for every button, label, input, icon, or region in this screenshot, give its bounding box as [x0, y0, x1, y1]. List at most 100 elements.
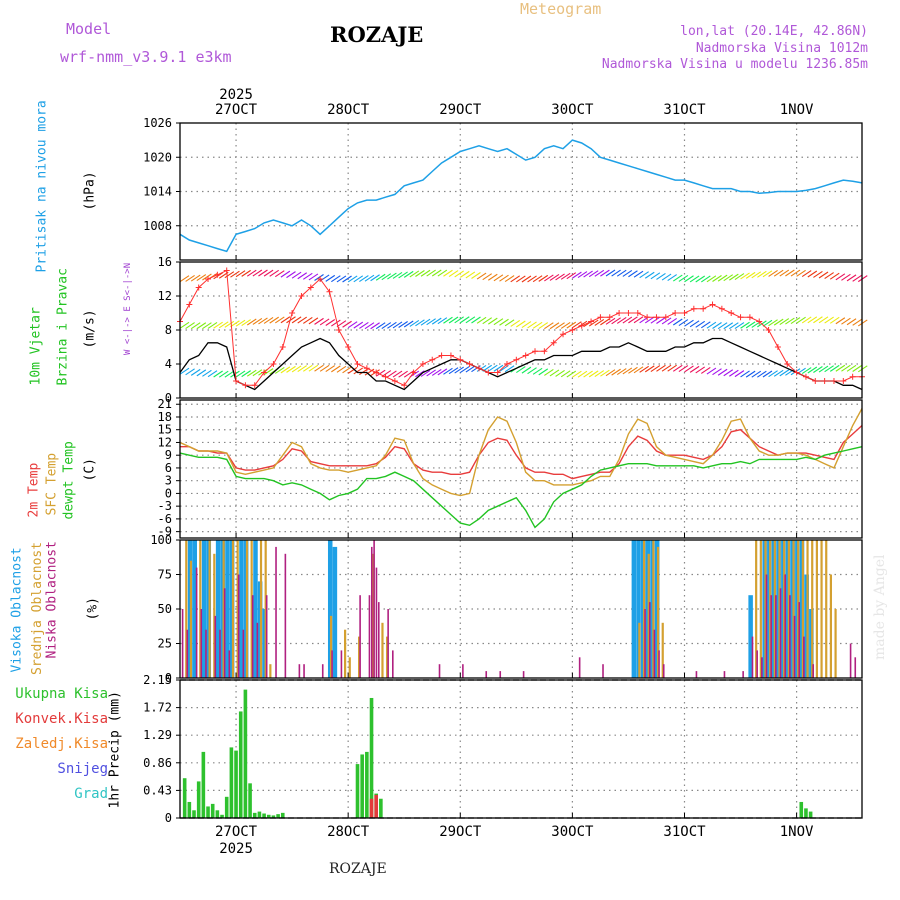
dewpt-line: [179, 446, 863, 529]
wind-barb: [218, 370, 229, 378]
wind-barb: [364, 368, 375, 376]
wind-barb: [745, 271, 756, 279]
wind-barb: [723, 369, 734, 377]
gust-marker: [802, 373, 809, 380]
mid-cloud-bar: [264, 540, 267, 678]
mid-cloud-bar: [348, 657, 351, 678]
wind-barb: [712, 368, 722, 376]
gust-marker: [793, 369, 800, 376]
low-cloud-bar: [377, 602, 380, 678]
wind-barb: [824, 365, 834, 373]
mid-cloud-bar: [825, 540, 828, 678]
ytick-label-3-1: 25: [158, 637, 172, 651]
wind-barb: [286, 365, 296, 373]
wind-barb: [740, 370, 750, 378]
wind-barb: [594, 319, 605, 326]
wind-barb: [314, 317, 324, 325]
gust-marker: [644, 314, 651, 321]
meteogram-label: Meteogram: [520, 0, 602, 18]
wind-barb: [779, 369, 790, 377]
wind-barb: [263, 269, 274, 277]
low-cloud-bar: [205, 629, 207, 678]
wind-barb: [650, 316, 661, 324]
wind-barb: [207, 322, 218, 329]
wind-barb: [241, 319, 251, 327]
wind-barb: [286, 271, 296, 279]
wind-barb: [841, 317, 851, 325]
gust-marker: [737, 314, 744, 321]
wind-barb: [723, 274, 734, 282]
wind-barb: [504, 275, 515, 283]
precip-total-bar: [224, 796, 229, 818]
precip-legend-hail: Grad: [74, 786, 108, 802]
wind-barb: [527, 275, 537, 283]
mid-cloud-bar: [231, 540, 235, 678]
gust-marker: [840, 378, 847, 384]
wind-barb: [252, 317, 263, 325]
precip-total-bar: [804, 808, 808, 818]
wind-barb: [230, 270, 240, 278]
low-cloud-bar: [812, 664, 815, 678]
wind-barb: [398, 321, 408, 328]
wind-barb: [353, 367, 364, 375]
wind-barb: [835, 273, 846, 281]
wind-barb: [521, 275, 532, 283]
wind-barb: [729, 273, 739, 281]
wind-barb: [303, 272, 313, 280]
mid-cloud-bar: [797, 540, 800, 678]
gust-marker: [335, 327, 342, 333]
gust-marker: [765, 327, 772, 333]
precip-total-bar: [262, 813, 266, 818]
wind-barb: [274, 366, 285, 374]
mid-cloud-bar: [250, 540, 253, 678]
wind-barb: [297, 365, 308, 373]
high-cloud-bar: [748, 595, 753, 678]
wind-barb: [280, 366, 291, 374]
gust-marker: [289, 310, 296, 316]
gust-marker: [700, 305, 707, 312]
wind-barb: [196, 369, 207, 377]
mid-cloud-bar: [269, 664, 272, 678]
wind-barb: [857, 365, 868, 373]
wind-barb: [420, 369, 431, 377]
wind-barb: [431, 269, 442, 277]
gust-marker: [541, 348, 548, 355]
gust-marker: [597, 314, 604, 321]
wind-barb: [813, 366, 823, 373]
wind-barb: [437, 317, 448, 325]
mid-cloud-bar: [778, 540, 781, 678]
mid-cloud-bar: [783, 540, 786, 678]
wind-barb: [560, 272, 571, 280]
wind-barb: [353, 275, 364, 283]
wind-barb: [644, 316, 655, 324]
panel-frame-3: [179, 539, 863, 679]
wind-barb: [263, 368, 274, 376]
ytick-label-0-1: 1014: [143, 185, 172, 199]
ytick-label-1-1: 4: [165, 357, 172, 371]
wind-barb: [611, 368, 621, 376]
gust-marker: [354, 361, 361, 367]
lonlat-label: lon,lat (20.14E, 42.86N): [680, 24, 868, 39]
gust-marker: [382, 373, 389, 380]
wind-barb: [672, 318, 683, 326]
high-cloud-bar: [215, 540, 221, 678]
wind-barb: [560, 321, 571, 329]
low-cloud-bar: [392, 650, 394, 678]
gust-marker: [616, 310, 623, 316]
mid-cloud-bar: [755, 540, 758, 678]
precip-total-bar: [206, 806, 210, 818]
wind-barb: [370, 274, 380, 282]
precip-total-bar: [360, 754, 364, 818]
wind-barb: [824, 272, 834, 280]
wind-barb: [336, 365, 347, 373]
wind-barb: [616, 368, 627, 375]
mid-cloud-bar: [764, 540, 767, 678]
wind-barb: [768, 370, 778, 378]
gust-marker: [223, 267, 230, 274]
ytick-label-4-2: 0.86: [143, 756, 172, 770]
wind-barb: [527, 321, 537, 329]
gust-marker: [550, 339, 557, 346]
wind-barb: [605, 317, 616, 325]
wind-barb: [639, 271, 649, 279]
low-cloud-bar: [214, 615, 217, 678]
